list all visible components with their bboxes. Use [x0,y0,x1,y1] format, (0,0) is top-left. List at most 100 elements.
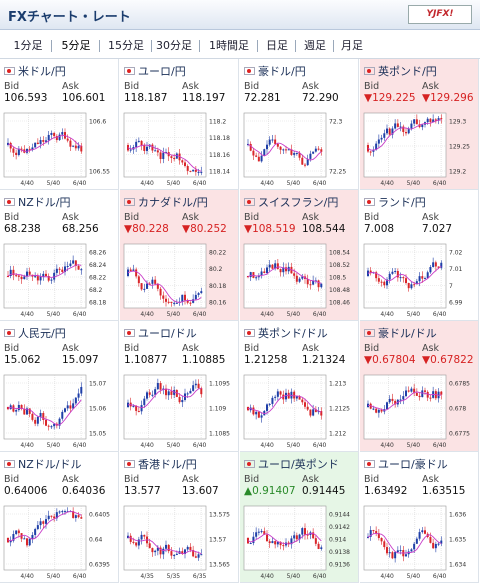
rate-card[interactable]: ユーロ/豪ドル Bid Ask 1.63492 1.63515 1.636 1.635 1.6… [360,452,479,583]
candlestick-chart[interactable]: 68.26 68.24 68.22 68.2 68.18 4/40 5/40 6/40 [2,240,118,319]
tab-2[interactable]: 15分足 [108,39,144,52]
candle-body [72,403,75,409]
tab-1[interactable]: 5分足 [61,39,91,52]
candlestick-chart[interactable]: 129.3 129.25 129.2 4/40 5/40 6/40 [362,109,478,188]
moving-average-line [367,391,442,411]
candle-body [282,267,285,273]
rate-card[interactable]: カナダドル/円 Bid Ask ▼80.228 ▼80.252 80.22 80.2 80.1… [120,190,239,321]
y-tick-label: 1.213 [329,381,346,388]
ask-label: Ask [62,81,79,92]
candle-body [26,408,28,415]
candle-body [200,388,203,395]
candle-body [306,158,309,166]
tab-7[interactable]: 月足 [341,39,363,52]
rate-card[interactable]: ランド/円 Bid Ask 7.008 7.027 7.02 7.01 7 6.99 4/40 5/… [360,190,479,321]
candle-body [137,276,140,284]
candlestick-chart[interactable]: 13.575 13.57 13.565 4/35 5/35 6/35 [122,502,238,581]
tab-separator [151,40,152,52]
bid-label: Bid [244,343,260,354]
pair-title[interactable]: 英ポンド/ドル [244,325,328,340]
pair-title[interactable]: ユーロ/ドル [124,325,197,340]
candlestick-chart[interactable]: 108.54 108.52 108.5 108.48 108.46 4/40 5/40 6/4… [242,240,358,319]
y-tick-label: 118.2 [209,119,226,126]
candlestick-chart[interactable]: 1.636 1.635 1.634 4/40 5/40 6/40 [362,502,478,581]
tab-5[interactable]: 日足 [266,39,288,52]
rate-card[interactable]: ユーロ/ドル Bid Ask 1.10877 1.10885 1.1095 1.109 1.1… [120,321,239,452]
x-tick-label: 5/40 [407,180,421,187]
y-tick-label: 80.18 [209,283,226,290]
candle-body [396,270,399,278]
candlestick-chart[interactable]: 118.2 118.18 118.16 118.14 4/40 5/40 6/40 [122,109,238,188]
candlestick-chart[interactable]: 0.6405 0.64 0.6395 4/40 5/40 6/40 [2,502,118,581]
pair-title[interactable]: 英ポンド/円 [364,63,437,78]
candlestick-chart[interactable]: 7.02 7.01 7 6.99 4/40 5/40 6/40 [362,240,478,319]
candle-body [159,152,162,160]
rate-card[interactable]: 英ポンド/ドル Bid Ask 1.21258 1.21324 1.213 1.2125 1.… [240,321,359,452]
candle-body [189,170,192,172]
rate-card[interactable]: NZドル/円 Bid Ask 68.238 68.256 68.26 68.24 68.22 6… [0,190,119,321]
candle-body [135,542,138,546]
candle-body [249,272,252,278]
rate-card[interactable]: スイスフラン/円 Bid Ask ▼108.519 108.544 108.54 108.5… [240,190,359,321]
candle-body [301,399,304,403]
candle-body [274,396,277,398]
candle-body [137,140,140,142]
tab-6[interactable]: 週足 [304,39,326,52]
candlestick-chart[interactable]: 1.213 1.2125 1.212 4/40 5/40 6/40 [242,371,358,450]
pair-name: NZドル/円 [18,196,71,209]
x-tick-label: 6/40 [313,442,327,449]
rate-card[interactable]: 英ポンド/円 Bid Ask ▼129.225 ▼129.296 129.3 129.25 1… [360,59,479,190]
pair-title[interactable]: ランド/円 [364,194,426,209]
tab-separator [333,40,334,52]
rate-card[interactable]: 香港ドル/円 Bid Ask 13.577 13.607 13.575 13.57 13.56… [120,452,239,583]
pair-title[interactable]: NZドル/円 [4,194,71,209]
y-tick-label: 108.52 [329,262,350,269]
rate-card[interactable]: 米ドル/円 Bid Ask 106.593 106.601 106.6 106.55 4/40… [0,59,119,190]
candlestick-chart[interactable]: 15.07 15.06 15.05 4/40 5/40 6/40 [2,371,118,450]
pair-title[interactable]: ユーロ/豪ドル [364,456,448,471]
candle-body [167,391,170,396]
rate-card[interactable]: 人民元/円 Bid Ask 15.062 15.097 15.07 15.06 15.05 4/… [0,321,119,452]
moving-average-line [127,536,202,555]
candle-body [151,394,154,396]
pair-title[interactable]: ユーロ/英ポンド [244,456,339,471]
y-tick-label: 72.3 [329,119,343,126]
candle-body [132,269,135,271]
candlestick-chart[interactable]: 80.22 80.2 80.18 80.16 4/40 5/40 6/40 [122,240,238,319]
candle-body [434,119,437,121]
pair-title[interactable]: NZドル/ドル [4,456,81,471]
tab-4[interactable]: 1時間足 [209,39,249,52]
candle-body [50,279,53,281]
pair-title[interactable]: 香港ドル/円 [124,456,197,471]
candle-body [287,149,290,151]
rate-card[interactable]: 豪ドル/ドル Bid Ask ▼0.67804 ▼0.67822 0.6785 0.678 0… [360,321,479,452]
candle-body [421,390,424,398]
rate-card[interactable]: ユーロ/円 Bid Ask 118.187 118.197 118.2 118.18 118.… [120,59,239,190]
candle-body [15,275,18,277]
candle-body [386,547,388,554]
yjfx-logo[interactable]: YJFX! [408,5,472,24]
pair-title[interactable]: 人民元/円 [4,325,66,340]
rate-card[interactable]: ユーロ/英ポンド Bid Ask ▲0.91407 0.91445 0.9144 0.914… [240,452,359,583]
candlestick-chart[interactable]: 72.3 72.25 4/40 5/40 6/40 [242,109,358,188]
rate-card[interactable]: 豪ドル/円 Bid Ask 72.281 72.290 72.3 72.25 4/40 5/40… [240,59,359,190]
pair-title[interactable]: ユーロ/円 [124,63,186,78]
pair-title[interactable]: カナダドル/円 [124,194,208,209]
pair-title[interactable]: 米ドル/円 [4,63,66,78]
tab-3[interactable]: 30分足 [156,39,192,52]
pair-title[interactable]: 豪ドル/円 [244,63,306,78]
candle-body [263,410,266,416]
moving-average-line [247,266,322,284]
candle-body [129,149,132,151]
candlestick-chart[interactable]: 0.9144 0.9142 0.914 0.9138 0.9136 4/40 5/40 6/4… [242,502,358,581]
candlestick-chart[interactable]: 106.6 106.55 4/40 5/40 6/40 [2,109,118,188]
pair-title[interactable]: 豪ドル/ドル [364,325,437,340]
x-tick-label: 5/40 [287,442,301,449]
rate-card[interactable]: NZドル/ドル Bid Ask 0.64006 0.64036 0.6405 0.64 0.6… [0,452,119,583]
candlestick-chart[interactable]: 0.6785 0.678 0.6775 4/40 5/40 6/40 [362,371,478,450]
candlestick-chart[interactable]: 1.1095 1.109 1.1085 4/40 5/40 6/40 [122,371,238,450]
ask-value: 108.544 [302,223,346,235]
pair-title[interactable]: スイスフラン/円 [244,194,338,209]
candle-body [312,409,315,416]
tab-0[interactable]: 1分足 [13,39,43,52]
